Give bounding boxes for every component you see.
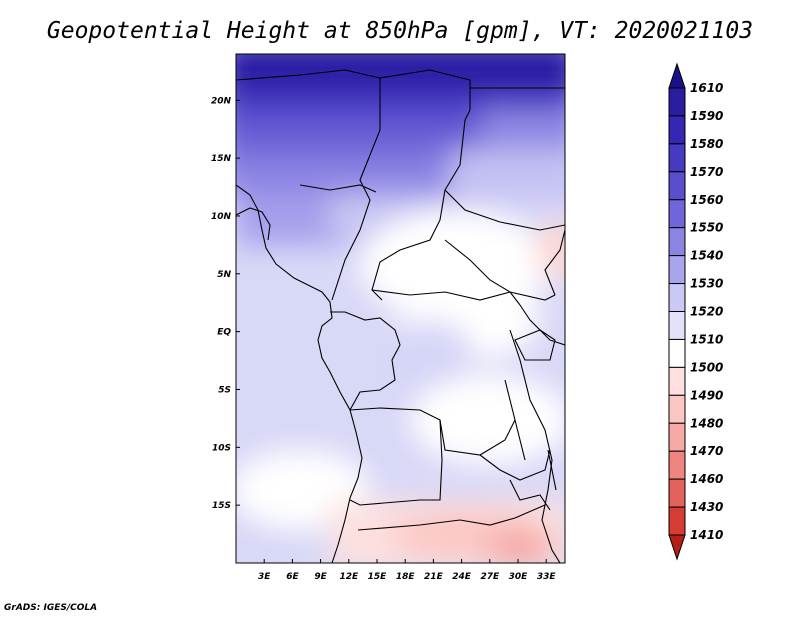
border-libya-egypt [444,109,565,231]
x-tick-label: 3E [258,572,271,582]
x-tick-label: 12E [339,572,359,582]
colorbar-segment [668,227,686,257]
colorbar-segment [668,366,686,396]
border-south-sudan [444,239,556,301]
border-sudan-ethiopia [544,229,565,296]
field-1530-east [450,150,565,200]
colorbar-segment [668,87,686,117]
x-tick-label: 30E [509,572,529,582]
border-car-drc [371,289,521,306]
lake-malawi [547,449,557,491]
x-axis: 3E 6E 9E 12E 15E 18E 21E 24E 27E 30E 33E [258,559,556,582]
y-tick-label: 15S [212,501,231,511]
border-mali-niger [331,78,381,301]
map-panel: 3E 6E 9E 12E 15E 18E 21E 24E 27E 30E 33E 20N 15N 10N… [211,53,566,582]
colorbar-label: 1510 [690,332,723,346]
colorbar-segment [668,115,686,145]
border-zambia-malawi [479,449,551,481]
colorbar-label: 1500 [690,360,723,374]
colorbar-label: 1480 [690,416,723,430]
chart-title: Geopotential Height at 850hPa [gpm], VT:… [46,18,754,44]
grads-credit: GrADS: IGES/COLA [4,603,98,613]
lake-victoria [514,329,556,361]
field-1515-south [410,375,565,465]
x-tick-label: 15E [368,572,388,582]
colorbar-label: 1520 [690,305,723,319]
y-axis: 20N 15N 10N 5N EQ 5S 10S 15S [211,96,240,511]
border-zimbabwe-mozambique [509,479,551,511]
colorbar-segment [668,394,686,424]
colorbar-segment [668,478,686,508]
border-congo-gabon [330,311,401,411]
border-drc-angola [349,407,516,456]
colorbar-label: 1610 [690,81,723,95]
height-field [236,54,565,563]
x-tick-label: 18E [396,572,416,582]
x-tick-label: 24E [452,572,472,582]
colorbar-label: 1590 [690,109,723,123]
colorbar-segment [668,143,686,173]
colorbar-label: 1570 [690,165,723,179]
colorbar-segment [668,199,686,229]
country-borders [236,69,565,563]
y-tick-label: 15N [211,154,232,164]
field-1485-southeast [485,530,555,563]
colorbar-segment [668,311,686,340]
colorbar-label: 1410 [690,528,723,542]
colorbar-segment [668,171,686,201]
colorbar-segment [668,255,686,285]
border-namibia-botswana [357,504,546,531]
y-tick-label: 5N [217,270,231,280]
border-kenya-tanzania [519,304,565,346]
x-tick-label: 33E [537,572,557,582]
colorbar-label: 1560 [690,193,723,207]
colorbar-segment [668,338,686,368]
y-tick-label: 5S [218,385,231,395]
border-niger-nigeria [299,184,377,193]
field-1525-congo [385,320,475,400]
colorbar-segment [668,283,686,312]
y-tick-label: 20N [211,96,232,106]
colorbar-label: 1550 [690,221,723,235]
colorbar-bottom-arrow [668,534,686,561]
colorbar-label: 1540 [690,249,723,263]
x-tick-label: 6E [286,572,299,582]
colorbar: 1610 1590 1580 1570 1560 1550 1540 1530 1520 1510… [668,62,723,561]
colorbar-segment [668,422,686,452]
border-guinea-coast-west [236,207,271,241]
colorbar-label: 1580 [690,137,723,151]
west-africa-coastline [236,184,363,563]
colorbar-label: 1490 [690,388,723,402]
field-1505-east [535,220,565,280]
field-1545-band [236,155,470,195]
colorbar-label: 1530 [690,277,723,291]
colorbar-label: 1460 [690,472,723,486]
colorbar-label: 1470 [690,444,723,458]
x-tick-label: 27E [480,572,500,582]
field-1550-east [480,110,565,150]
x-tick-label: 9E [314,572,327,582]
y-tick-label: 10S [212,443,231,453]
border-angola-zambia [349,419,443,506]
colorbar-label: 1430 [690,500,723,514]
field-1600-band [236,54,565,98]
east-africa-coastline [509,329,561,563]
colorbar-segment [668,506,686,536]
map-frame [235,53,566,564]
x-tick-label: 21E [424,572,444,582]
y-tick-label: EQ [217,328,231,338]
y-tick-label: 10N [211,212,232,222]
colorbar-top-arrow [668,62,686,89]
colorbar-segment [668,450,686,480]
